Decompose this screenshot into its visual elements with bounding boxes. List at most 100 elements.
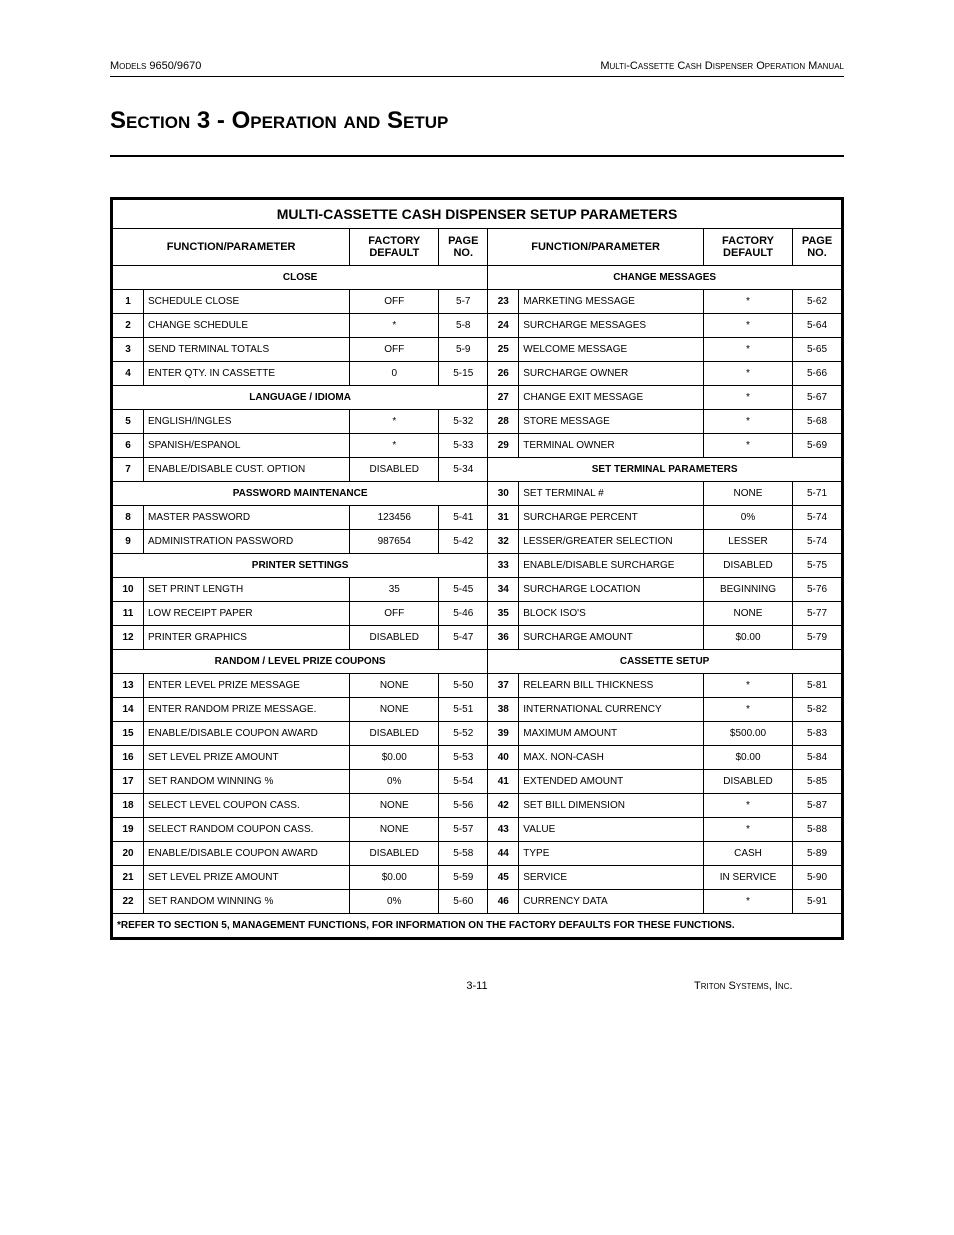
row-page: 5-47 — [439, 626, 488, 650]
row-page: 5-33 — [439, 434, 488, 458]
table-row: 20 ENABLE/DISABLE COUPON AWARD DISABLED … — [112, 842, 843, 866]
row-number: 36 — [488, 626, 519, 650]
row-number: 4 — [112, 362, 144, 386]
row-default: OFF — [350, 602, 439, 626]
row-number: 26 — [488, 362, 519, 386]
row-page: 5-69 — [793, 434, 843, 458]
section-title: Section 3 - Operation and Setup — [110, 107, 844, 157]
row-page: 5-79 — [793, 626, 843, 650]
row-page: 5-15 — [439, 362, 488, 386]
row-parameter: ENTER LEVEL PRIZE MESSAGE — [144, 674, 350, 698]
row-number: 30 — [488, 482, 519, 506]
table-row: 3 SEND TERMINAL TOTALS OFF 5-925 WELCOME… — [112, 338, 843, 362]
row-parameter: BLOCK ISO'S — [519, 602, 704, 626]
row-parameter: SCHEDULE CLOSE — [144, 290, 350, 314]
row-page: 5-81 — [793, 674, 843, 698]
row-default: LESSER — [704, 530, 793, 554]
row-page: 5-84 — [793, 746, 843, 770]
row-page: 5-71 — [793, 482, 843, 506]
row-page: 5-45 — [439, 578, 488, 602]
row-parameter: RELEARN BILL THICKNESS — [519, 674, 704, 698]
row-number: 42 — [488, 794, 519, 818]
row-number: 40 — [488, 746, 519, 770]
table-row: 14 ENTER RANDOM PRIZE MESSAGE. NONE 5-51… — [112, 698, 843, 722]
row-default: * — [350, 410, 439, 434]
row-default: * — [704, 818, 793, 842]
page-footer: 3-11 Triton Systems, Inc. — [110, 980, 844, 992]
table-row: 4 ENTER QTY. IN CASSETTE 0 5-1526 SURCHA… — [112, 362, 843, 386]
table-row: PRINTER SETTINGS33 ENABLE/DISABLE SURCHA… — [112, 554, 843, 578]
col-func-left: FUNCTION/PARAMETER — [112, 229, 350, 266]
row-page: 5-42 — [439, 530, 488, 554]
row-parameter: ENTER QTY. IN CASSETTE — [144, 362, 350, 386]
row-default: $0.00 — [350, 866, 439, 890]
row-parameter: CHANGE SCHEDULE — [144, 314, 350, 338]
row-number: 20 — [112, 842, 144, 866]
row-default: NONE — [704, 602, 793, 626]
row-default: OFF — [350, 290, 439, 314]
row-default: * — [704, 890, 793, 914]
row-default: NONE — [350, 794, 439, 818]
subsection-header-right: SET TERMINAL PARAMETERS — [488, 458, 843, 482]
row-page: 5-51 — [439, 698, 488, 722]
row-number: 1 — [112, 290, 144, 314]
row-default: $0.00 — [704, 746, 793, 770]
col-def-right: FACTORY DEFAULT — [704, 229, 793, 266]
row-page: 5-41 — [439, 506, 488, 530]
row-parameter: VALUE — [519, 818, 704, 842]
row-page: 5-74 — [793, 530, 843, 554]
row-default: 987654 — [350, 530, 439, 554]
row-number: 11 — [112, 602, 144, 626]
row-number: 35 — [488, 602, 519, 626]
col-page-left: PAGE NO. — [439, 229, 488, 266]
row-number: 7 — [112, 458, 144, 482]
row-default: IN SERVICE — [704, 866, 793, 890]
table-row: 15 ENABLE/DISABLE COUPON AWARD DISABLED … — [112, 722, 843, 746]
row-parameter: SURCHARGE OWNER — [519, 362, 704, 386]
col-func-right: FUNCTION/PARAMETER — [488, 229, 704, 266]
row-page: 5-68 — [793, 410, 843, 434]
row-page: 5-46 — [439, 602, 488, 626]
row-page: 5-87 — [793, 794, 843, 818]
table-row: 16 SET LEVEL PRIZE AMOUNT $0.00 5-5340 M… — [112, 746, 843, 770]
table-title: MULTI-CASSETTE CASH DISPENSER SETUP PARA… — [112, 199, 843, 229]
row-page: 5-60 — [439, 890, 488, 914]
row-parameter: SET RANDOM WINNING % — [144, 890, 350, 914]
row-number: 10 — [112, 578, 144, 602]
footer-page-number: 3-11 — [260, 980, 694, 992]
row-page: 5-54 — [439, 770, 488, 794]
row-page: 5-83 — [793, 722, 843, 746]
row-parameter: ENTER RANDOM PRIZE MESSAGE. — [144, 698, 350, 722]
row-parameter: STORE MESSAGE — [519, 410, 704, 434]
col-def-left: FACTORY DEFAULT — [350, 229, 439, 266]
table-row: 1 SCHEDULE CLOSE OFF 5-723 MARKETING MES… — [112, 290, 843, 314]
table-footnote: *REFER TO SECTION 5, MANAGEMENT FUNCTION… — [112, 914, 843, 939]
row-page: 5-57 — [439, 818, 488, 842]
row-page: 5-56 — [439, 794, 488, 818]
row-default: * — [704, 386, 793, 410]
row-number: 45 — [488, 866, 519, 890]
row-number: 6 — [112, 434, 144, 458]
row-page: 5-75 — [793, 554, 843, 578]
row-number: 37 — [488, 674, 519, 698]
subsection-header-left: LANGUAGE / IDIOMA — [112, 386, 488, 410]
row-default: DISABLED — [350, 626, 439, 650]
row-number: 5 — [112, 410, 144, 434]
table-row: 5 ENGLISH/INGLES * 5-3228 STORE MESSAGE … — [112, 410, 843, 434]
table-row: CLOSECHANGE MESSAGES — [112, 266, 843, 290]
row-page: 5-76 — [793, 578, 843, 602]
table-row: 12 PRINTER GRAPHICS DISABLED 5-4736 SURC… — [112, 626, 843, 650]
row-number: 18 — [112, 794, 144, 818]
row-parameter: INTERNATIONAL CURRENCY — [519, 698, 704, 722]
row-page: 5-62 — [793, 290, 843, 314]
row-number: 28 — [488, 410, 519, 434]
table-row: LANGUAGE / IDIOMA27 CHANGE EXIT MESSAGE … — [112, 386, 843, 410]
row-default: $0.00 — [704, 626, 793, 650]
row-number: 43 — [488, 818, 519, 842]
row-page: 5-58 — [439, 842, 488, 866]
row-default: * — [350, 314, 439, 338]
row-page: 5-89 — [793, 842, 843, 866]
table-row: 6 SPANISH/ESPANOL * 5-3329 TERMINAL OWNE… — [112, 434, 843, 458]
row-parameter: MAXIMUM AMOUNT — [519, 722, 704, 746]
header-left: Models 9650/9670 — [110, 60, 201, 72]
